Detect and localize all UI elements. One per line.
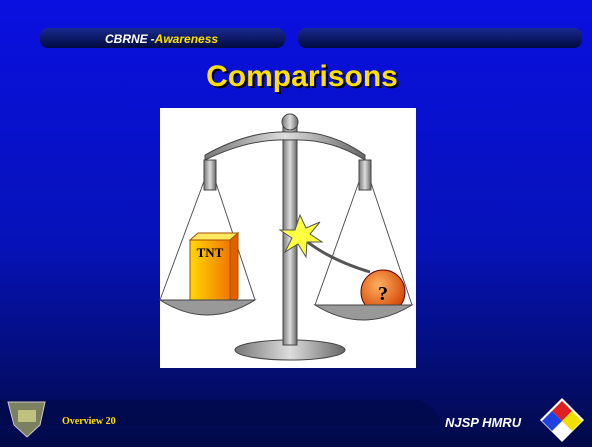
title: Comparisons: [206, 60, 398, 93]
course: CBRNE: [105, 32, 149, 46]
header-text: CBRNE-Awareness: [105, 32, 218, 46]
tnt-label: TNT: [197, 245, 224, 260]
scale-image: TNT ?: [160, 108, 416, 368]
header-bar: [298, 28, 582, 48]
footer-left: Overview 20: [62, 416, 116, 427]
footer-right: NJSP HMRU: [445, 415, 522, 430]
slide: CBRNE-Awareness Comparisons Comparisons …: [0, 0, 592, 447]
bomb-label: ?: [378, 283, 388, 305]
section: Awareness: [154, 32, 219, 46]
